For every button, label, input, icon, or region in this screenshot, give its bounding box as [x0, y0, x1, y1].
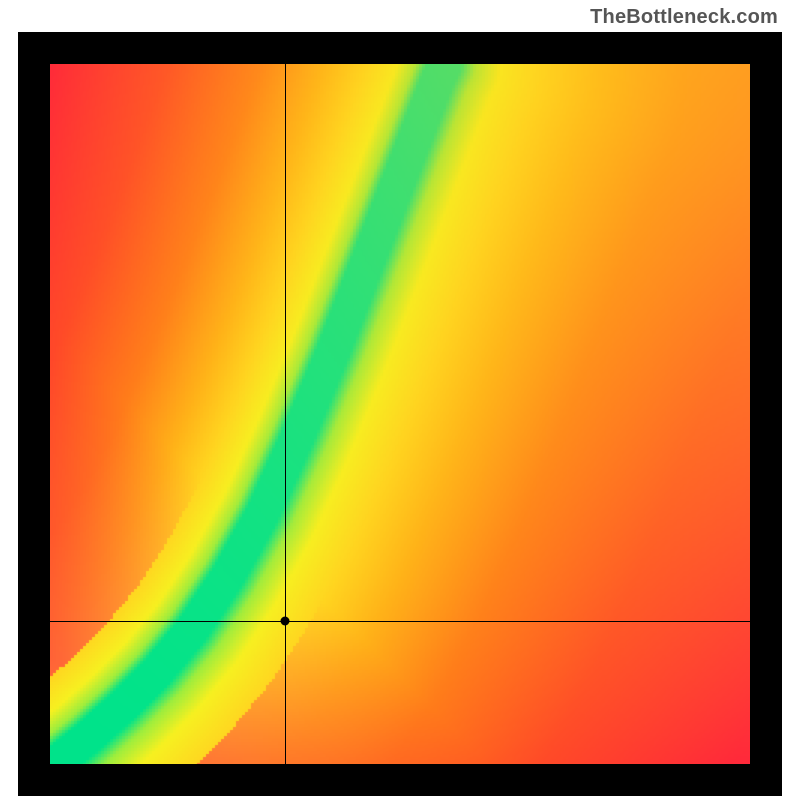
attribution-label: TheBottleneck.com	[590, 6, 778, 29]
plot-frame	[18, 32, 782, 796]
plot-area	[50, 64, 750, 764]
crosshair-horizontal	[50, 621, 750, 622]
crosshair-dot	[280, 616, 289, 625]
crosshair-vertical	[285, 64, 286, 764]
heatmap-canvas	[50, 64, 750, 764]
chart-container: TheBottleneck.com	[0, 0, 800, 800]
